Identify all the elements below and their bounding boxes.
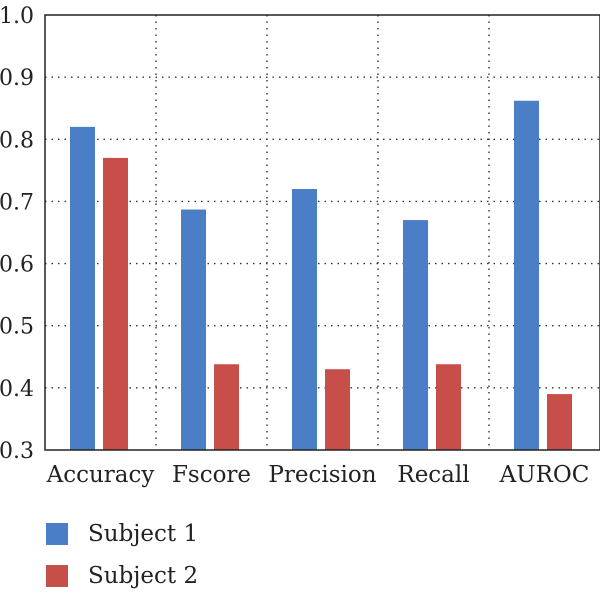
- x-category-label-recall: Recall: [397, 462, 469, 488]
- x-category-label-fscore: Fscore: [172, 462, 251, 488]
- y-axis-ticks: 0.3 0.4 0.5 0.6 0.7 0.8 0.9 1.0: [0, 4, 34, 464]
- x-axis-categories: Accuracy Fscore Precision Recall AUROC: [46, 462, 590, 488]
- x-category-label-precision: Precision: [268, 462, 376, 488]
- bar-series-1-fscore: [181, 209, 206, 450]
- legend-label-subject-2: Subject 2: [88, 563, 199, 589]
- bar-series-2-precision: [325, 369, 350, 450]
- legend-item-subject-1: Subject 1: [46, 521, 199, 547]
- y-tick-label-1: 0.4: [0, 377, 34, 402]
- x-category-label-auroc: AUROC: [499, 462, 590, 488]
- legend: Subject 1 Subject 2: [46, 521, 199, 606]
- y-tick-label-5: 0.8: [0, 128, 34, 153]
- legend-swatch-subject-2: [46, 565, 68, 587]
- y-tick-label-2: 0.5: [0, 315, 34, 340]
- bar-series-2-fscore: [214, 364, 239, 450]
- x-category-label-accuracy: Accuracy: [46, 462, 155, 488]
- y-tick-label-6: 0.9: [0, 66, 34, 91]
- bars: [70, 100, 572, 450]
- bar-series-1-recall: [403, 220, 428, 450]
- legend-label-subject-1: Subject 1: [88, 521, 199, 547]
- bar-series-1-precision: [292, 189, 317, 450]
- y-tick-label-3: 0.6: [0, 253, 34, 278]
- legend-swatch-subject-1: [46, 523, 68, 545]
- bar-series-2-accuracy: [103, 157, 128, 450]
- y-tick-label-4: 0.7: [0, 190, 34, 215]
- bar-series-2-auroc: [547, 394, 572, 450]
- bar-series-2-recall: [436, 364, 461, 450]
- bar-series-1-auroc: [514, 100, 539, 450]
- bar-series-1-accuracy: [70, 126, 95, 450]
- gridlines: [45, 15, 600, 450]
- legend-item-subject-2: Subject 2: [46, 563, 199, 589]
- y-tick-label-0: 0.3: [0, 439, 34, 464]
- plot-frame: [44, 14, 600, 451]
- y-tick-label-7: 1.0: [0, 4, 34, 29]
